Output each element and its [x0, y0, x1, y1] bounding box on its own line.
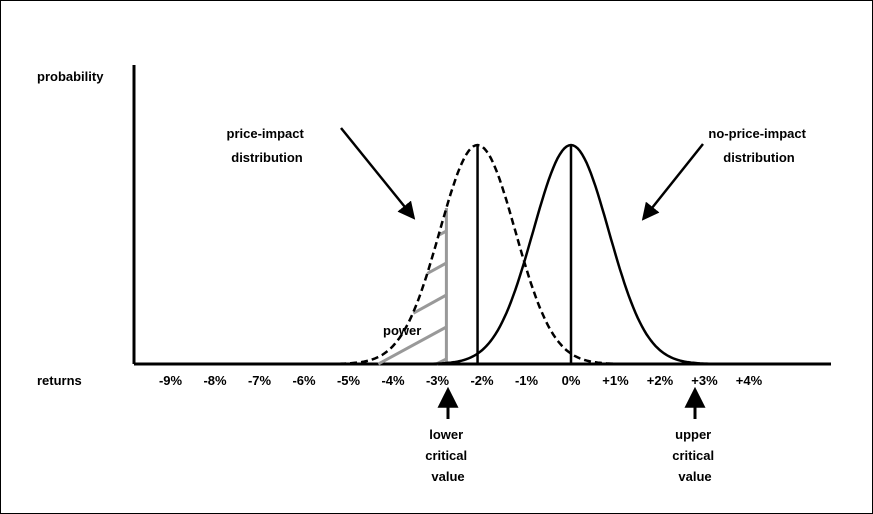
price-impact-curve	[295, 143, 652, 366]
lower-critical-label: lower critical value	[425, 427, 471, 484]
power-hatch-line	[412, 293, 448, 315]
power-label: power	[383, 323, 421, 338]
price-impact-arrow	[340, 127, 416, 220]
x-tick-label: -7%	[248, 373, 272, 388]
x-tick-label: +2%	[647, 373, 674, 388]
x-axis-label: returns	[37, 373, 82, 388]
power-region	[377, 207, 448, 366]
y-axis-label: probability	[37, 69, 104, 84]
x-tick-label: +1%	[602, 373, 629, 388]
no-price-impact-arrow	[641, 143, 704, 221]
x-tick-label: -8%	[203, 373, 227, 388]
upper-critical-label: upper critical value	[672, 427, 718, 484]
x-tick-label: -3%	[426, 373, 450, 388]
x-tick-label: -5%	[337, 373, 361, 388]
x-tick-label: +4%	[736, 373, 763, 388]
x-tick-labels: -9% -8% -7% -6% -5% -4% -3% -2% -1% 0% +1% +2% +3% +4…	[159, 373, 763, 388]
price-impact-label: price-impact distribution	[227, 126, 308, 165]
x-tick-label: -9%	[159, 373, 183, 388]
x-tick-label: -4%	[381, 373, 405, 388]
x-tick-label: 0%	[562, 373, 581, 388]
x-tick-label: +3%	[691, 373, 718, 388]
x-tick-label: -2%	[470, 373, 494, 388]
no-price-impact-label: no-price-impact distribution	[708, 126, 809, 165]
power-hatch-line	[438, 229, 448, 237]
x-tick-label: -1%	[515, 373, 539, 388]
x-tick-label: -6%	[292, 373, 316, 388]
power-hatch-line	[377, 325, 448, 366]
power-hatch-line	[426, 261, 448, 275]
